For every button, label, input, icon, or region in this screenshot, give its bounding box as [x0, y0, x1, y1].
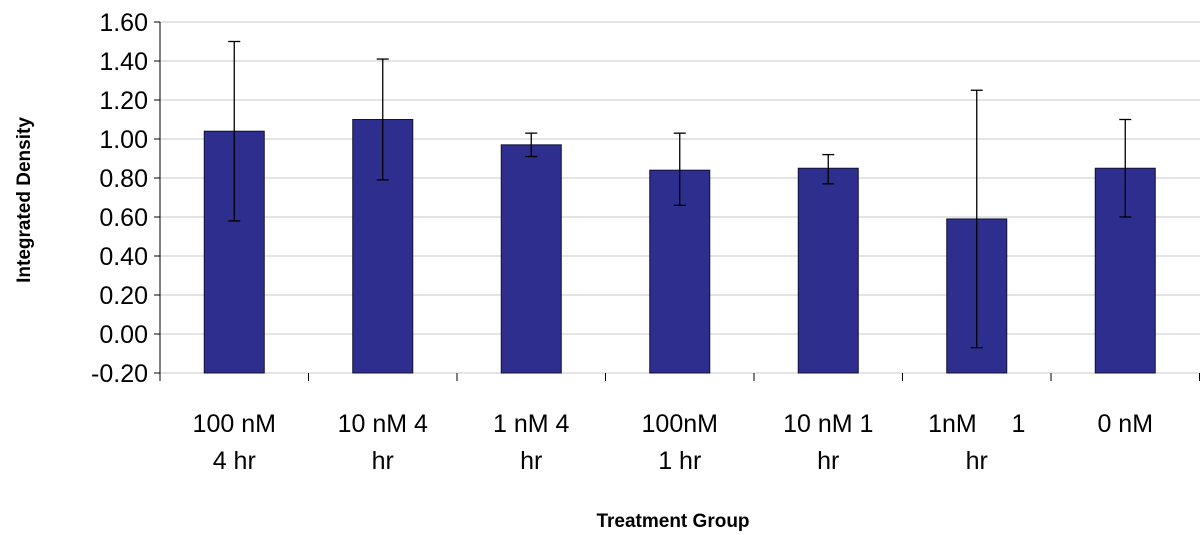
y-tick-label: 0.80 — [99, 165, 148, 193]
x-category-label: 100 nM — [193, 410, 276, 438]
y-tick-label: -0.20 — [91, 360, 148, 388]
y-tick-label: 1.40 — [99, 48, 148, 76]
y-tick-label: 1.20 — [99, 87, 148, 115]
x-category-label: hr — [817, 447, 839, 475]
x-category-label: 10 nM 4 — [338, 410, 428, 438]
x-category-label: 1nM 1 — [928, 410, 1025, 438]
x-category-labels: 100 nM 4 hr 10 nM 4 hr 1 nM 4 hr 100nM 1 hr 10 n… — [193, 410, 1153, 475]
x-category-label: 4 hr — [213, 447, 256, 475]
y-tick-label: 0.20 — [99, 282, 148, 310]
x-category-label: hr — [372, 447, 394, 475]
bar — [500, 144, 562, 374]
x-category-label: hr — [520, 447, 542, 475]
x-category-label: hr — [966, 447, 988, 475]
x-category-label: 1 nM 4 — [493, 410, 570, 438]
y-axis-title: Integrated Density — [14, 117, 35, 283]
x-axis-title: Treatment Group — [596, 511, 749, 532]
y-tick-label: 1.00 — [99, 126, 148, 154]
error-bars — [228, 40, 1132, 349]
bar — [797, 167, 859, 374]
y-tick-label: 0.60 — [99, 204, 148, 232]
y-tick-label: 0.00 — [99, 321, 148, 349]
y-tick-label: 1.60 — [99, 9, 148, 37]
y-tick-labels: 1.60 1.40 1.20 1.00 0.80 0.60 0.40 0.20 0.00 -0.2… — [91, 9, 148, 388]
x-category-label: 0 nM — [1097, 410, 1153, 438]
y-tick-label: 0.40 — [99, 243, 148, 271]
axes — [154, 21, 1200, 381]
x-category-label: 100nM — [642, 410, 718, 438]
x-category-label: 1 hr — [658, 447, 701, 475]
x-category-label: 10 nM 1 — [783, 410, 873, 438]
